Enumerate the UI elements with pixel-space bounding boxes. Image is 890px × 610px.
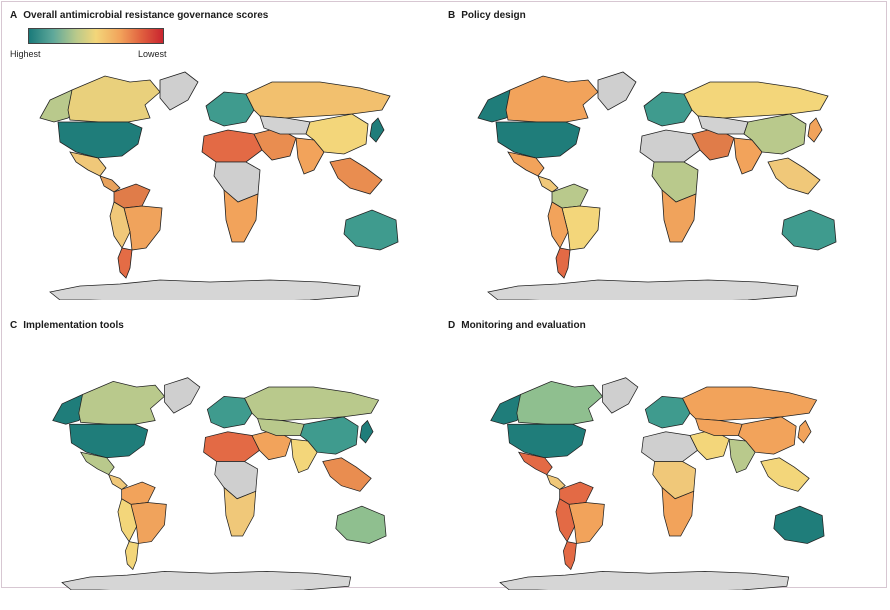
region-central-america bbox=[99, 175, 121, 193]
panel-c-name: Implementation tools bbox=[23, 320, 124, 331]
region-argentina bbox=[124, 541, 139, 571]
legend-gradient bbox=[28, 28, 164, 44]
region-africa-south bbox=[661, 189, 697, 243]
panel-c-letter: C bbox=[10, 320, 18, 331]
figure-frame bbox=[1, 1, 887, 588]
region-antarctica bbox=[487, 279, 799, 300]
region-central-america bbox=[545, 473, 566, 490]
panel-d-name: Monitoring and evaluation bbox=[461, 320, 586, 331]
region-china bbox=[305, 113, 369, 155]
panel-b: B Policy design bbox=[448, 10, 878, 300]
region-argentina bbox=[562, 541, 577, 571]
region-usa bbox=[57, 121, 143, 159]
panel-d-title: D Monitoring and evaluation bbox=[448, 320, 586, 331]
region-australia bbox=[773, 505, 825, 544]
panel-a-name: Overall antimicrobial resistance governa… bbox=[23, 10, 269, 21]
region-europe bbox=[206, 395, 253, 429]
region-central-america bbox=[107, 473, 128, 490]
region-north-africa bbox=[201, 129, 263, 163]
region-japan bbox=[369, 117, 385, 143]
region-se-asia bbox=[760, 457, 810, 492]
region-japan bbox=[797, 419, 812, 444]
region-usa bbox=[69, 423, 149, 459]
region-russia bbox=[245, 81, 391, 119]
region-se-asia bbox=[329, 157, 383, 195]
region-usa bbox=[507, 423, 587, 459]
region-japan bbox=[359, 419, 374, 444]
legend-low-label: Lowest bbox=[138, 49, 167, 59]
region-russia bbox=[244, 386, 380, 421]
region-canada bbox=[78, 381, 166, 425]
region-argentina bbox=[117, 247, 133, 279]
region-china bbox=[299, 416, 359, 455]
panel-a-letter: A bbox=[10, 10, 18, 21]
region-antarctica bbox=[49, 279, 361, 300]
panel-c: C Implementation tools bbox=[10, 320, 440, 610]
region-antarctica bbox=[499, 571, 790, 590]
region-europe bbox=[644, 395, 691, 429]
region-canada bbox=[505, 75, 599, 123]
region-canada bbox=[67, 75, 161, 123]
region-greenland bbox=[159, 71, 199, 111]
region-brazil bbox=[130, 502, 167, 544]
panel-b-name: Policy design bbox=[461, 10, 526, 21]
region-central-america bbox=[537, 175, 559, 193]
region-europe bbox=[205, 91, 255, 127]
world-map-d bbox=[490, 377, 825, 590]
region-north-africa bbox=[639, 129, 701, 163]
region-europe bbox=[643, 91, 693, 127]
region-brazil bbox=[568, 502, 605, 544]
region-australia bbox=[343, 209, 399, 251]
panel-a-title: A Overall antimicrobial resistance govern… bbox=[10, 10, 268, 21]
region-north-africa bbox=[203, 431, 260, 462]
region-russia bbox=[683, 81, 829, 119]
region-brazil bbox=[561, 205, 601, 251]
region-greenland bbox=[602, 377, 639, 414]
world-map-a bbox=[39, 71, 399, 300]
panel-c-title: C Implementation tools bbox=[10, 320, 124, 331]
world-map-b bbox=[477, 71, 837, 300]
region-greenland bbox=[164, 377, 201, 414]
region-china bbox=[737, 416, 797, 455]
region-argentina bbox=[555, 247, 571, 279]
region-australia bbox=[335, 505, 387, 544]
region-usa bbox=[495, 121, 581, 159]
panel-d-letter: D bbox=[448, 320, 456, 331]
region-se-asia bbox=[767, 157, 821, 195]
panel-d: D Monitoring and evaluation bbox=[448, 320, 878, 610]
region-china bbox=[743, 113, 807, 155]
region-africa-south bbox=[223, 486, 257, 537]
region-north-africa bbox=[641, 431, 698, 462]
legend-high-label: Highest bbox=[10, 49, 41, 59]
region-brazil bbox=[123, 205, 163, 251]
region-japan bbox=[807, 117, 823, 143]
region-africa-south bbox=[661, 486, 695, 537]
panel-b-title: B Policy design bbox=[448, 10, 526, 21]
region-africa-south bbox=[223, 189, 259, 243]
panel-a: A Overall antimicrobial resistance govern… bbox=[10, 10, 440, 300]
region-se-asia bbox=[322, 457, 372, 492]
region-greenland bbox=[597, 71, 637, 111]
region-antarctica bbox=[61, 571, 352, 590]
region-canada bbox=[516, 381, 604, 425]
panel-b-letter: B bbox=[448, 10, 456, 21]
region-russia bbox=[682, 386, 818, 421]
region-australia bbox=[781, 209, 837, 251]
world-map-c bbox=[52, 377, 387, 590]
color-legend: Highest Lowest bbox=[10, 28, 170, 62]
